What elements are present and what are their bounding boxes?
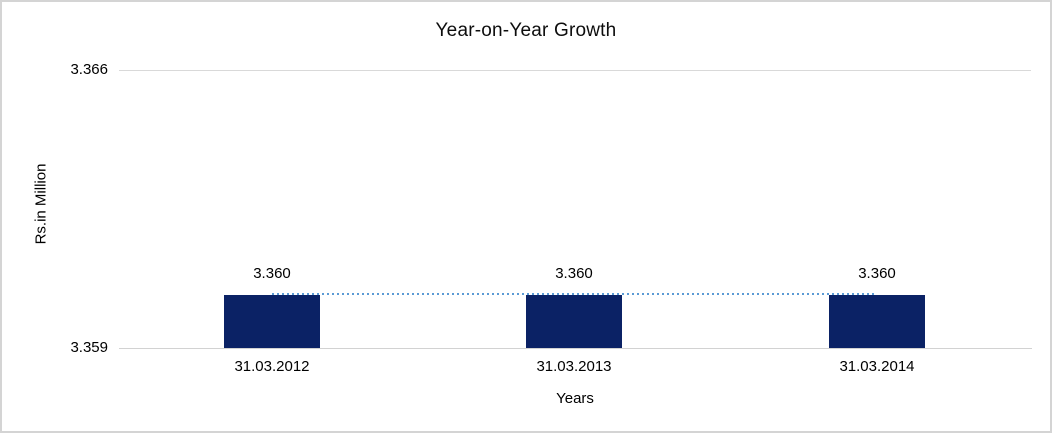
bar-2014 bbox=[829, 295, 925, 348]
trendline bbox=[272, 293, 877, 295]
x-tick-label-2013: 31.03.2013 bbox=[536, 358, 612, 375]
data-label-2012: 3.360 bbox=[253, 265, 291, 282]
y-tick-label-bottom: 3.359 bbox=[70, 339, 108, 356]
x-tick-label-2012: 31.03.2012 bbox=[234, 358, 310, 375]
data-label-2013: 3.360 bbox=[555, 265, 593, 282]
bar-2013 bbox=[526, 295, 622, 348]
y-tick-label-top: 3.366 bbox=[70, 61, 108, 78]
x-axis-title: Years bbox=[556, 390, 594, 407]
top-gridline bbox=[119, 70, 1031, 71]
x-tick-label-2014: 31.03.2014 bbox=[839, 358, 915, 375]
data-label-2014: 3.360 bbox=[858, 265, 896, 282]
bar-2012 bbox=[224, 295, 320, 348]
chart-title: Year-on-Year Growth bbox=[435, 20, 617, 41]
y-axis-title: Rs.in Million bbox=[32, 163, 50, 245]
x-axis-line bbox=[119, 348, 1032, 349]
